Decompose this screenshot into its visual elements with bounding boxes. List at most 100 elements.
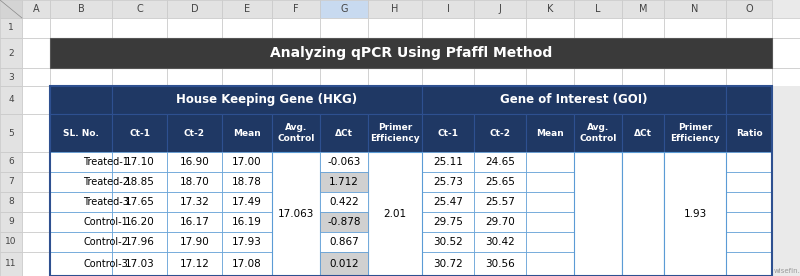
Text: -0.878: -0.878: [327, 217, 361, 227]
Bar: [272, 68, 320, 86]
Text: 0.422: 0.422: [329, 197, 359, 207]
Bar: [22, 86, 50, 114]
Text: Treated-1: Treated-1: [83, 157, 129, 167]
Text: 30.42: 30.42: [485, 237, 515, 247]
Text: Avg.
Control: Avg. Control: [278, 123, 314, 142]
Bar: [726, 212, 772, 232]
Bar: [50, 232, 112, 252]
Bar: [272, 0, 320, 18]
Bar: [222, 68, 272, 86]
Bar: [664, 114, 726, 152]
Bar: [50, 192, 112, 212]
Text: 11: 11: [6, 259, 17, 269]
Text: Analyzing qPCR Using Pfaffl Method: Analyzing qPCR Using Pfaffl Method: [270, 46, 552, 60]
Bar: [167, 152, 222, 172]
Bar: [526, 114, 574, 152]
Bar: [272, 114, 320, 152]
Bar: [726, 0, 772, 18]
Bar: [50, 86, 112, 114]
Text: 2.01: 2.01: [383, 209, 406, 219]
Bar: [22, 232, 50, 252]
Text: 29.75: 29.75: [433, 217, 463, 227]
Bar: [22, 172, 50, 192]
Bar: [320, 18, 368, 38]
Bar: [474, 0, 526, 18]
Bar: [726, 114, 772, 152]
Text: M: M: [638, 4, 647, 14]
Text: 1: 1: [8, 23, 14, 33]
Text: 9: 9: [8, 217, 14, 227]
Bar: [622, 114, 664, 152]
Bar: [112, 0, 167, 18]
Bar: [112, 152, 167, 172]
Text: Ct-1: Ct-1: [438, 129, 458, 137]
Text: 17.32: 17.32: [179, 197, 210, 207]
Text: 25.57: 25.57: [485, 197, 515, 207]
Text: 18.85: 18.85: [125, 177, 154, 187]
Text: 24.65: 24.65: [485, 157, 515, 167]
Bar: [526, 192, 574, 212]
Text: 25.73: 25.73: [433, 177, 463, 187]
Bar: [222, 152, 272, 172]
Bar: [422, 0, 474, 18]
Text: G: G: [340, 4, 348, 14]
Bar: [474, 68, 526, 86]
Text: E: E: [244, 4, 250, 14]
Text: wisefin.com: wisefin.com: [774, 268, 800, 274]
Text: Control-2: Control-2: [83, 237, 128, 247]
Text: K: K: [547, 4, 553, 14]
Bar: [772, 86, 800, 114]
Bar: [0, 0, 22, 18]
Bar: [726, 18, 772, 38]
Bar: [50, 68, 112, 86]
Text: 25.65: 25.65: [485, 177, 515, 187]
Bar: [0, 232, 22, 252]
Bar: [772, 68, 800, 86]
Bar: [772, 192, 800, 212]
Bar: [622, 152, 664, 276]
Bar: [368, 0, 422, 18]
Bar: [167, 0, 222, 18]
Text: B: B: [78, 4, 84, 14]
Bar: [22, 152, 50, 172]
Bar: [664, 68, 726, 86]
Bar: [574, 68, 622, 86]
Text: Mean: Mean: [536, 129, 564, 137]
Bar: [320, 232, 368, 252]
Bar: [772, 152, 800, 172]
Bar: [474, 212, 526, 232]
Bar: [50, 212, 112, 232]
Bar: [422, 152, 474, 172]
Text: 17.063: 17.063: [278, 209, 314, 219]
Text: 18.70: 18.70: [180, 177, 210, 187]
Bar: [167, 232, 222, 252]
Text: 7: 7: [8, 177, 14, 187]
Bar: [22, 212, 50, 232]
Bar: [22, 18, 50, 38]
Bar: [474, 18, 526, 38]
Text: L: L: [595, 4, 601, 14]
Bar: [0, 18, 22, 38]
Text: 17.12: 17.12: [179, 259, 210, 269]
Bar: [112, 68, 167, 86]
Bar: [422, 192, 474, 212]
Text: 29.70: 29.70: [485, 217, 515, 227]
Bar: [22, 0, 50, 18]
Bar: [167, 192, 222, 212]
Bar: [422, 86, 726, 114]
Text: 25.11: 25.11: [433, 157, 463, 167]
Bar: [368, 18, 422, 38]
Text: A: A: [33, 4, 39, 14]
Bar: [726, 152, 772, 172]
Bar: [474, 172, 526, 192]
Text: D: D: [190, 4, 198, 14]
Text: Ct-2: Ct-2: [184, 129, 205, 137]
Bar: [726, 68, 772, 86]
Bar: [368, 114, 422, 152]
Bar: [22, 192, 50, 212]
Text: 30.56: 30.56: [485, 259, 515, 269]
Text: C: C: [136, 4, 143, 14]
Text: Ratio: Ratio: [736, 129, 762, 137]
Bar: [320, 172, 368, 192]
Bar: [772, 232, 800, 252]
